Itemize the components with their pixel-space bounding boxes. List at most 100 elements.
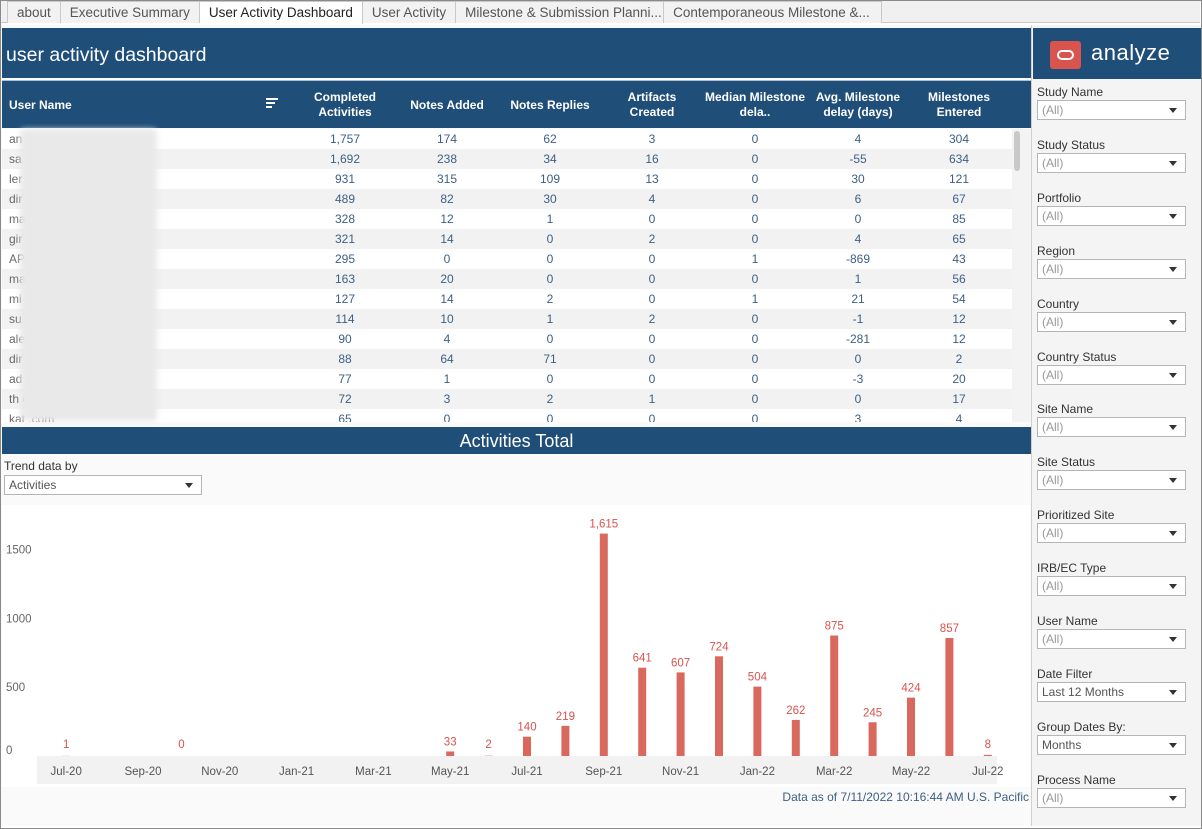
column-header-notes-replies[interactable]: Notes Replies bbox=[510, 97, 590, 112]
table-scrollbar-thumb[interactable] bbox=[1014, 131, 1020, 171]
filter-dropdown[interactable]: (All) bbox=[1037, 364, 1186, 385]
tab-about[interactable]: about bbox=[7, 1, 61, 23]
trend-data-select[interactable]: Activities bbox=[4, 475, 202, 495]
filter-dropdown[interactable]: (All) bbox=[1037, 576, 1186, 597]
table-cell: 0 bbox=[648, 272, 656, 286]
chevron-down-icon bbox=[1169, 637, 1177, 642]
table-row[interactable]: gir 321 14 0 2 0 4 65 bbox=[2, 229, 1012, 249]
filter-label: Prioritized Site bbox=[1037, 508, 1115, 523]
tab-milestone-submission-planning[interactable]: Milestone & Submission Planni... bbox=[456, 1, 665, 23]
table-cell: -3 bbox=[852, 372, 864, 386]
data-label: 875 bbox=[825, 621, 844, 633]
x-tick-label: Nov-20 bbox=[201, 766, 238, 778]
table-cell: 0 bbox=[546, 412, 554, 422]
y-tick-label: 1000 bbox=[6, 613, 32, 625]
bar-Dec-21[interactable] bbox=[715, 656, 723, 756]
filter-label: Study Name bbox=[1037, 85, 1104, 99]
filter-dropdown[interactable]: (All) bbox=[1037, 100, 1186, 120]
table-cell: 6 bbox=[854, 192, 862, 206]
filter-dropdown[interactable]: (All) bbox=[1037, 417, 1186, 438]
x-tick-label: Jan-21 bbox=[279, 766, 314, 778]
table-cell: 0 bbox=[546, 332, 554, 346]
column-header-median-milestone-delay[interactable]: Median Milestone dela.. bbox=[704, 90, 805, 119]
bar-Oct-21[interactable] bbox=[638, 667, 647, 756]
table-cell: 1 bbox=[443, 372, 451, 386]
filter-label: IRB/EC Type bbox=[1037, 561, 1107, 576]
bar-Jun-22[interactable] bbox=[945, 637, 954, 756]
tab-user-activity[interactable]: User Activity bbox=[362, 1, 457, 23]
bar-Nov-21[interactable] bbox=[676, 672, 685, 756]
x-tick-label: Sep-20 bbox=[124, 766, 161, 778]
filter-value: Last 12 Months bbox=[1042, 684, 1125, 699]
column-header-avg-milestone-delay[interactable]: Avg. Milestone delay (days) bbox=[815, 90, 901, 119]
filter-value: (All) bbox=[1042, 790, 1064, 805]
cell-user-name: ler bbox=[9, 172, 23, 186]
table-scrollbar[interactable] bbox=[1012, 129, 1031, 422]
table-row[interactable]: sa 1,692 238 34 16 0 -55 634 bbox=[2, 149, 1012, 169]
bar-May-22[interactable] bbox=[907, 697, 915, 756]
table-row[interactable]: dir 489 82 30 4 0 6 67 bbox=[2, 189, 1012, 209]
data-label: 641 bbox=[633, 653, 652, 665]
filter-dropdown[interactable]: (All) bbox=[1037, 152, 1186, 173]
filter-dropdown[interactable]: (All) bbox=[1037, 629, 1186, 649]
table-cell: 13 bbox=[645, 172, 659, 186]
column-header-user-name[interactable]: User Name bbox=[9, 97, 72, 112]
tab-contemporaneous-milestone[interactable]: Contemporaneous Milestone &... bbox=[664, 1, 883, 23]
column-header-artifacts-created[interactable]: Artifacts Created bbox=[627, 90, 677, 119]
table-cell: 0 bbox=[648, 352, 656, 366]
table-row[interactable]: an 1,757 174 62 3 0 4 304 bbox=[2, 129, 1012, 149]
filter-dropdown[interactable]: (All) bbox=[1037, 258, 1186, 279]
filter-value: (All) bbox=[1042, 314, 1064, 329]
table-row[interactable]: ler 931 315 109 13 0 30 121 bbox=[2, 169, 1012, 189]
sort-icon[interactable] bbox=[266, 98, 280, 110]
trend-data-value: Activities bbox=[9, 478, 57, 492]
filter-dropdown[interactable]: (All) bbox=[1037, 523, 1186, 544]
filter-dropdown[interactable]: (All) bbox=[1037, 311, 1186, 332]
oracle-logo-icon bbox=[1050, 41, 1081, 69]
bar-Jan-22[interactable] bbox=[753, 686, 762, 756]
table-cell: 3 bbox=[443, 392, 451, 406]
tab-executive-summary[interactable]: Executive Summary bbox=[60, 1, 200, 23]
table-cell: 4 bbox=[854, 232, 862, 246]
table-row[interactable]: mi 127 14 2 0 1 21 54 bbox=[2, 289, 1012, 309]
table-cell: 2 bbox=[648, 232, 656, 246]
filter-dropdown[interactable]: (All) bbox=[1037, 470, 1186, 491]
filter-dropdown[interactable]: (All) bbox=[1037, 787, 1186, 808]
table-cell: -1 bbox=[852, 312, 864, 326]
bar-Feb-22[interactable] bbox=[791, 719, 800, 756]
filter-label: Site Name bbox=[1037, 402, 1094, 417]
x-tick-label: Jan-22 bbox=[740, 766, 775, 778]
chevron-down-icon bbox=[1169, 319, 1177, 325]
table-row[interactable]: ma 163 20 0 0 0 1 56 bbox=[2, 269, 1012, 289]
table-row[interactable]: ale 90 4 0 0 0 -281 12 bbox=[2, 329, 1012, 349]
data-label: 1,615 bbox=[589, 519, 618, 531]
filter-dropdown[interactable]: Last 12 Months bbox=[1037, 681, 1186, 702]
table-cell: 1,757 bbox=[329, 132, 361, 146]
bar-Apr-22[interactable] bbox=[868, 722, 877, 756]
bar-Jul-21[interactable] bbox=[523, 736, 531, 756]
filter-value: (All) bbox=[1042, 261, 1064, 276]
chevron-down-icon bbox=[1169, 584, 1177, 590]
table-cell: 30 bbox=[543, 192, 557, 206]
cell-user-name: dir bbox=[9, 192, 23, 206]
table-cell: 0 bbox=[751, 412, 759, 422]
workbook-tab-strip: about Executive Summary User Activity Da… bbox=[1, 1, 1200, 24]
filter-dropdown[interactable]: Months bbox=[1037, 734, 1186, 755]
table-cell: 4 bbox=[443, 332, 451, 346]
bar-Jul-22[interactable] bbox=[983, 754, 992, 756]
bar-Mar-22[interactable] bbox=[830, 635, 839, 757]
chevron-down-icon bbox=[1169, 689, 1177, 695]
bar-Aug-21[interactable] bbox=[561, 725, 570, 756]
table-row[interactable]: dir 88 64 71 0 0 0 2 bbox=[2, 349, 1012, 369]
tab-user-activity-dashboard[interactable]: User Activity Dashboard bbox=[199, 1, 363, 24]
table-cell: 3 bbox=[648, 132, 656, 146]
filter-dropdown[interactable]: (All) bbox=[1037, 205, 1186, 226]
table-cell: 85 bbox=[952, 212, 966, 226]
bar-Sep-21[interactable] bbox=[599, 533, 608, 756]
filter-label: Group Dates By: bbox=[1037, 719, 1126, 734]
bar-May-21[interactable] bbox=[446, 751, 455, 756]
column-header-completed-activities[interactable]: Completed Activities bbox=[313, 90, 376, 119]
column-header-notes-added[interactable]: Notes Added bbox=[410, 97, 484, 112]
column-header-milestones-entered[interactable]: Milestones Entered bbox=[927, 90, 990, 119]
table-cell: 0 bbox=[751, 232, 759, 246]
